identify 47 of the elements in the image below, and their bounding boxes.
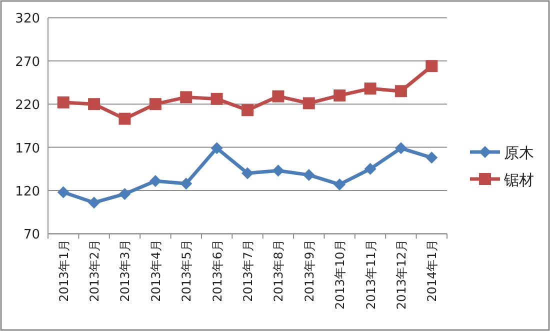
x-tick-label: 2014年1月 [425,240,440,302]
point [334,89,346,102]
x-tick-label: 2013年1月 [56,240,71,302]
x-tick-label: 2013年6月 [210,240,224,302]
point [149,174,162,187]
point [426,152,438,164]
point [88,98,100,110]
point [149,98,162,110]
x-tick-label: 2013年8月 [272,240,286,302]
point [57,96,70,108]
point [272,164,284,177]
point [242,104,254,116]
point [272,90,284,102]
y-tick-label: 270 [15,54,40,70]
point [118,112,131,125]
point [426,60,438,72]
point [57,186,70,198]
point [210,92,223,105]
legend-label: 锯材 [503,171,534,189]
point [302,168,315,181]
y-tick-label: 220 [15,98,40,114]
x-tick-label: 2013年10月 [333,240,348,310]
point [302,97,315,110]
x-tick-label: 2013年2月 [88,240,102,302]
point [210,142,223,154]
y-tick-label: 170 [15,141,40,156]
legend-label: 原木 [504,144,534,162]
x-tick-label: 2013年7月 [241,240,255,302]
x-tick-label: 2013年4月 [148,240,163,302]
x-tick-label: 2013年11月 [364,240,378,310]
point [364,162,376,175]
point [394,85,407,98]
x-tick-label: 2013年12月 [394,240,408,310]
point [242,167,254,180]
x-tick-label: 2013年3月 [118,240,132,302]
point [394,142,407,154]
point [364,82,376,95]
point [180,91,192,104]
point [180,178,192,190]
y-tick-label: 70 [23,228,40,243]
y-tick-label: 320 [15,12,40,27]
y-tick-label: 120 [15,184,40,200]
point [334,178,346,190]
x-tick-label: 2013年9月 [302,240,316,302]
point [118,188,131,200]
x-tick-label: 2013年5月 [180,240,194,302]
point [88,196,100,209]
